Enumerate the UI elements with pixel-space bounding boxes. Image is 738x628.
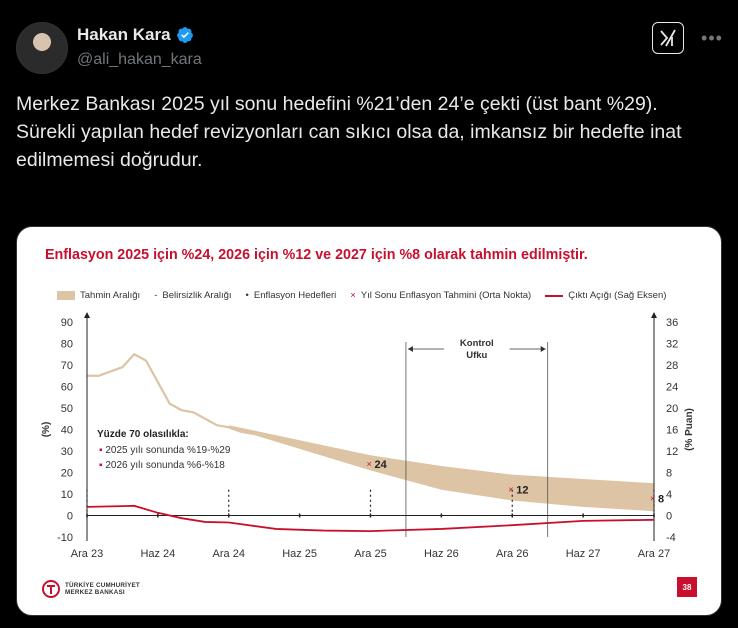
y-left-tick-label: 10 [61,489,73,501]
annotation-item: ▪ 2025 yılı sonunda %19-%29 [99,445,231,456]
y-left-tick-label: 20 [61,468,73,480]
legend-targets-label: Enflasyon Hedefleri [253,290,337,301]
y-left-tick-label: 90 [61,317,73,329]
midpoint-label: 12 [516,485,528,497]
midpoint-marker: × [508,485,513,495]
midpoint-marker: × [650,493,655,503]
chart-legend: Tahmin Aralığı - Belirsizlik Aralığı • Enf… [57,290,666,301]
x-tick-label: Ara 27 [638,548,670,560]
y-left-tick-label: 30 [61,446,73,458]
legend-uncertainty-label: Belirsizlik Aralığı [162,290,232,301]
y-right-tick-label: 16 [666,425,678,437]
legend-output-gap: Çıktı Açığı (Sağ Eksen) [545,290,666,301]
y-left-tick-label: 70 [61,360,73,372]
x-tick-label: Ara 23 [71,548,103,560]
legend-band: Tahmin Aralığı [57,290,140,301]
y-left-tick-label: -10 [57,532,73,544]
y-right-tick-label: 12 [666,446,678,458]
x-tick-label: Haz 26 [424,548,459,560]
grok-icon [660,29,676,47]
legend-band-swatch [57,291,75,300]
legend-output-gap-swatch [545,294,564,297]
control-horizon-arrowhead [540,346,546,352]
legend-midpoint-label: Yıl Sonu Enflasyon Tahmini (Orta Nokta) [360,290,532,301]
x-tick-label: Ara 24 [213,548,245,560]
x-tick-label: Haz 24 [140,548,175,560]
y-right-tick-label: 36 [666,317,678,329]
y-left-tick-label: 60 [61,382,73,394]
y-right-tick-label: 20 [666,403,678,415]
x-tick-label: Ara 26 [496,548,528,560]
tweet-line-2: Sürekli yapılan hedef revizyonları can s… [16,121,682,171]
bank-name-line-2: MERKEZ BANKASI [65,589,125,596]
avatar[interactable] [16,22,68,74]
y-left-axis-title: (%) [41,422,52,438]
annotation-item-text: 2026 yılı sonunda %6-%18 [105,460,225,471]
inflation-actual-line [87,352,253,435]
tweet-text: Merkez Bankası 2025 yıl sonu hedefini %2… [16,90,706,174]
y-right-tick-label: -4 [666,532,676,544]
y-right-tick-label: 4 [666,489,672,501]
y-right-tick-label: 32 [666,339,678,351]
bank-name-line-1: TÜRKİYE CUMHURİYET [65,582,140,589]
legend-midpoint: × Yıl Sonu Enflasyon Tahmini (Orta Nokta) [350,290,531,301]
midpoint-marker: × [367,459,372,469]
page-number: 38 [677,577,697,597]
chart-title: Enflasyon 2025 için %24, 2026 için %12 v… [45,247,588,263]
annotation-item: ▪ 2026 yılı sonunda %6-%18 [99,460,225,471]
y-right-tick-label: 0 [666,511,672,523]
central-bank-emblem-icon [42,580,60,598]
y-right-axis-title: (% Puan) [684,408,695,451]
midpoint-label: 8 [658,493,664,505]
more-button[interactable]: ••• [700,26,724,50]
x-tick-label: Ara 25 [354,548,386,560]
tweet-line-1: Merkez Bankası 2025 yıl sonu hedefini %2… [16,93,658,115]
author-handle[interactable]: @ali_hakan_kara [77,51,202,68]
forecast-band [228,425,654,512]
legend-output-gap-label: Çıktı Açığı (Sağ Eksen) [568,290,667,301]
legend-targets-marker: • [245,290,249,301]
control-horizon-label: Ufku [466,350,487,361]
central-bank-logo: TÜRKİYE CUMHURİYET MERKEZ BANKASI [41,579,140,599]
y-left-tick-label: 0 [67,511,73,523]
legend-uncertainty-marker: - [154,290,158,301]
more-icon: ••• [701,27,723,48]
y-right-tick-label: 24 [666,382,678,394]
annotation-item-text: 2025 yılı sonunda %19-%29 [105,445,231,456]
grok-button[interactable] [652,22,684,54]
y-axis-left-arrow [84,312,90,318]
legend-uncertainty: - Belirsizlik Aralığı [154,290,231,301]
y-axis-right-arrow [651,312,657,318]
y-left-tick-label: 80 [61,339,73,351]
y-right-tick-label: 28 [666,360,678,372]
chart-image-card[interactable]: Enflasyon 2025 için %24, 2026 için %12 v… [16,226,722,616]
legend-band-label: Tahmin Aralığı [80,290,141,301]
output-gap-line [86,504,655,532]
x-tick-label: Haz 25 [282,548,317,560]
y-left-tick-label: 50 [61,403,73,415]
author-name-row[interactable]: Hakan Kara [77,25,194,45]
verified-badge-icon [176,27,193,43]
legend-targets: • Enflasyon Hedefleri [246,290,337,301]
annotation-title: Yüzde 70 olasılıkla: [97,429,189,440]
control-horizon-arrowhead [407,346,413,352]
legend-midpoint-marker: × [350,290,356,301]
author-name[interactable]: Hakan Kara [77,25,171,44]
x-tick-label: Haz 27 [566,548,601,560]
y-left-tick-label: 40 [61,425,73,437]
control-horizon-label: Kontrol [460,338,494,349]
y-right-tick-label: 8 [666,468,672,480]
midpoint-label: 24 [375,459,388,471]
